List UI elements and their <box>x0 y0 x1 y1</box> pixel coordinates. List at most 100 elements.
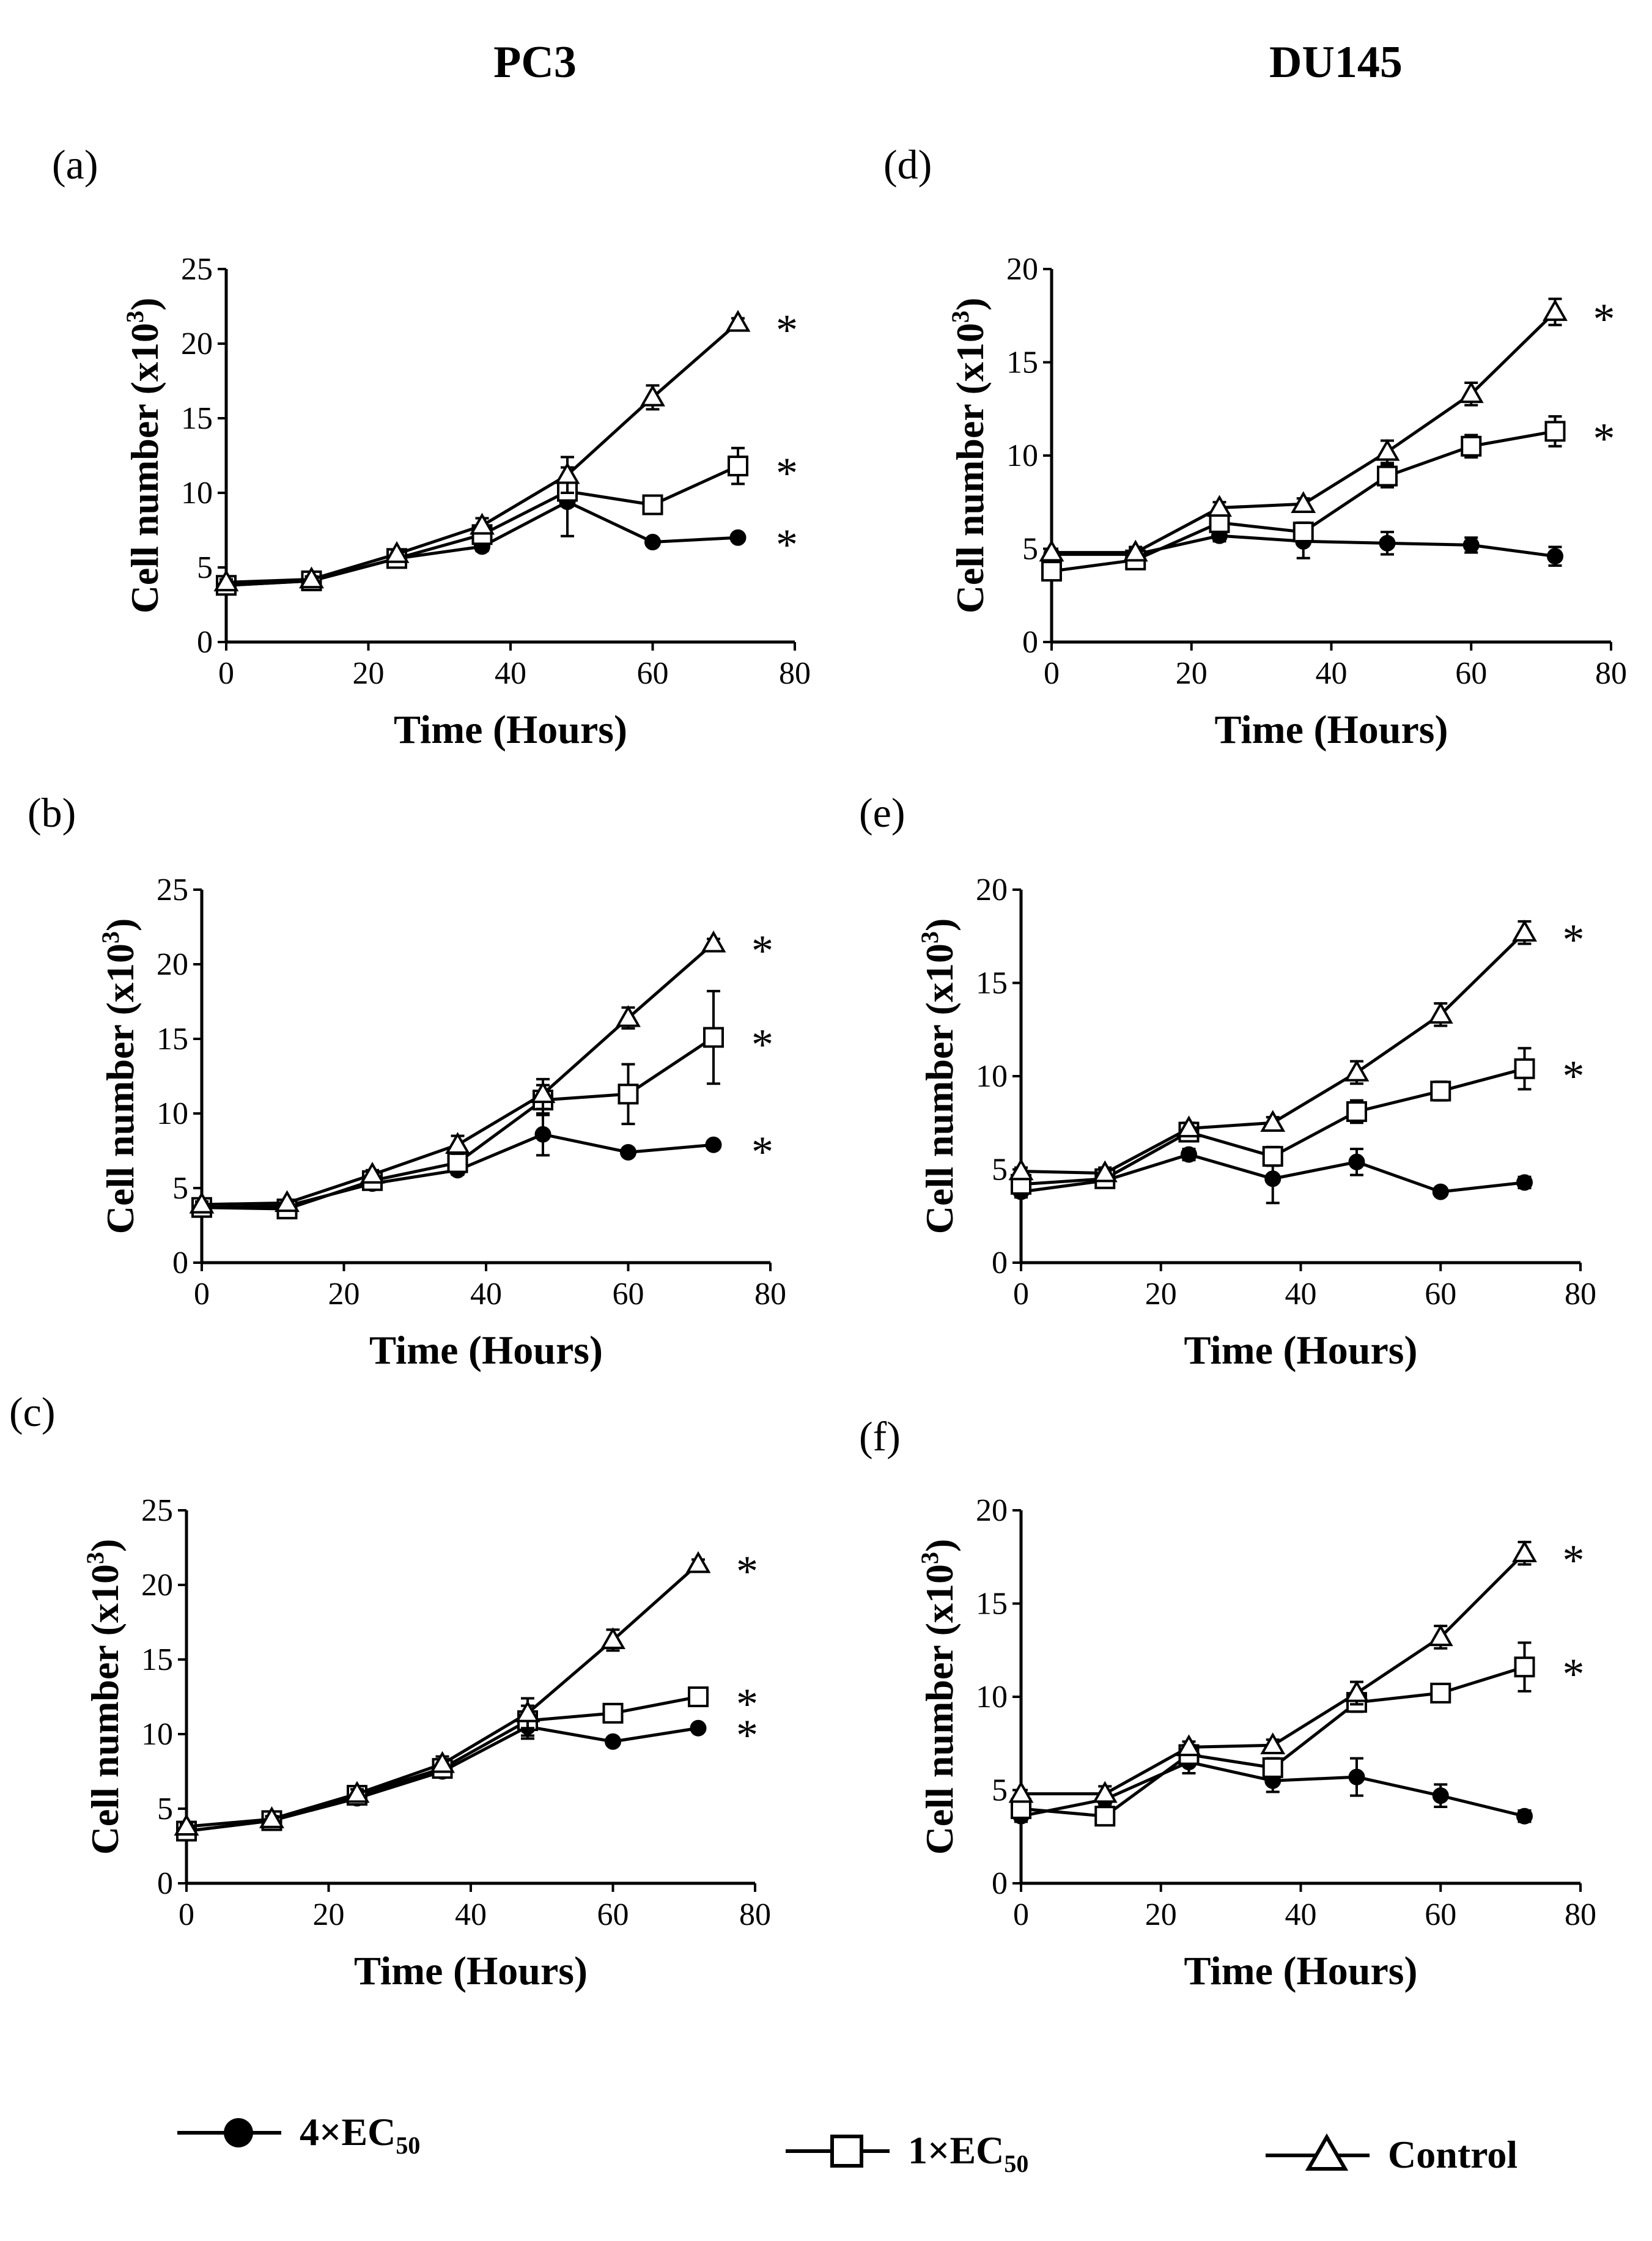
significance-asterisk: * <box>751 1021 773 1069</box>
x-tick-label: 40 <box>455 1897 487 1932</box>
series-triangle-open <box>213 309 751 592</box>
legend-label-sub: 50 <box>1004 2150 1028 2177</box>
x-tick-label: 0 <box>1044 656 1060 691</box>
y-axis-label-sup: 3 <box>121 311 149 323</box>
series-triangle-open <box>1008 920 1537 1183</box>
y-tick-label: 10 <box>181 476 213 511</box>
data-point <box>1458 381 1484 404</box>
y-tick-label: 10 <box>1006 438 1038 473</box>
series-line <box>1020 931 1526 1175</box>
y-axis-label-text: Cell number (x10 <box>918 943 961 1234</box>
y-axis-label: Cell number (x103) <box>97 918 142 1235</box>
significance-asterisk: * <box>776 306 798 355</box>
data-point <box>1512 1540 1537 1562</box>
y-tick-label: 20 <box>1006 252 1038 287</box>
data-point <box>1348 1768 1365 1785</box>
data-point <box>1430 1682 1451 1704</box>
data-point <box>1514 1656 1535 1678</box>
x-tick-label: 80 <box>739 1897 771 1932</box>
series-line <box>201 1036 715 1211</box>
x-tick-label: 80 <box>779 656 811 691</box>
y-axis-label-text: Cell number (x10 <box>98 943 142 1234</box>
data-point <box>705 1136 722 1153</box>
column-title-du145: DU145 <box>1269 37 1403 87</box>
data-point <box>1176 1734 1201 1757</box>
data-point <box>1514 1058 1535 1079</box>
column-title-pc3: PC3 <box>493 37 577 87</box>
panel-label: (c) <box>9 1389 56 1435</box>
significance-asterisk: * <box>1563 915 1585 964</box>
series-square-open <box>191 989 724 1220</box>
x-tick-label: 60 <box>597 1897 629 1932</box>
data-point <box>1041 561 1062 582</box>
x-tick-label: 0 <box>179 1897 194 1932</box>
data-point <box>605 1733 621 1750</box>
legend: 4×EC50 1×EC50 Control <box>177 2110 1517 2177</box>
data-point <box>1092 1160 1118 1183</box>
y-tick-label: 5 <box>1022 532 1038 567</box>
significance-asterisk: * <box>751 1128 773 1176</box>
data-point <box>515 1700 540 1722</box>
y-axis-label: Cell number (x103) <box>121 298 166 614</box>
y-axis-label: Cell number (x103) <box>81 1539 127 1855</box>
x-tick-label: 0 <box>1013 1897 1029 1932</box>
data-point <box>430 1751 455 1773</box>
significance-asterisk: * <box>1593 414 1615 463</box>
y-axis-label-text: Cell number (x10 <box>83 1564 127 1855</box>
x-axis-label: Time (Hours) <box>394 707 627 752</box>
data-point <box>1008 1781 1034 1803</box>
legend-item: 1×EC50 <box>786 2128 1028 2177</box>
y-axis-label-end: ) <box>83 1539 127 1552</box>
significance-asterisk: * <box>1593 295 1615 344</box>
y-axis-label-end: ) <box>98 918 142 931</box>
y-tick-label: 15 <box>976 966 1008 1001</box>
y-axis-label-end: ) <box>123 298 166 311</box>
x-tick-label: 60 <box>1425 1277 1456 1312</box>
data-point <box>447 1152 468 1173</box>
x-axis-label: Time (Hours) <box>354 1949 588 1993</box>
data-point <box>1428 1002 1453 1024</box>
data-point <box>1516 1174 1533 1191</box>
data-point <box>1543 299 1568 321</box>
y-tick-label: 20 <box>157 947 188 982</box>
data-point <box>685 1551 711 1573</box>
y-axis-label-end: ) <box>918 918 961 931</box>
data-point <box>1348 1153 1365 1170</box>
y-tick-label: 10 <box>976 1059 1008 1094</box>
data-point <box>1344 1680 1370 1702</box>
data-point <box>1428 1624 1453 1647</box>
significance-asterisk: * <box>736 1680 758 1729</box>
data-point <box>618 1084 639 1105</box>
data-point <box>602 1702 624 1724</box>
data-point <box>1374 438 1400 461</box>
y-tick-label: 15 <box>1006 345 1038 380</box>
data-point <box>174 1814 199 1836</box>
y-axis-label-sup: 3 <box>81 1552 109 1564</box>
x-tick-label: 60 <box>637 656 669 691</box>
data-point <box>1512 920 1537 942</box>
significance-asterisk: * <box>776 520 798 569</box>
data-point <box>1176 1115 1201 1138</box>
x-tick-label: 0 <box>1013 1277 1029 1312</box>
significance-asterisk: * <box>736 1711 758 1760</box>
chart-panel: 0 20 40 60 80 0 5 10 15 20 Time (Hours) Cell number… <box>942 252 1652 773</box>
x-tick-label: 20 <box>313 1897 345 1932</box>
x-tick-label: 40 <box>1285 1277 1317 1312</box>
y-axis-label-text: Cell number (x10 <box>918 1564 961 1855</box>
chart-svg: 0 20 40 60 80 0 5 10 15 20 25 Time (Hours) Cell numb… <box>121 252 811 752</box>
legend-marker <box>830 2135 863 2168</box>
y-tick-label: 10 <box>157 1096 188 1131</box>
x-tick-label: 20 <box>1145 1897 1177 1932</box>
x-tick-label: 20 <box>1176 656 1208 691</box>
data-point <box>1430 1080 1451 1102</box>
data-point <box>1547 548 1563 565</box>
data-point <box>1262 1146 1283 1167</box>
significance-asterisk: * <box>751 926 773 975</box>
chart-svg: 0 20 40 60 80 0 5 10 15 20 25 Time (Hours) Cell numb… <box>97 873 786 1373</box>
y-tick-label: 15 <box>141 1642 173 1677</box>
legend-item: Control <box>1266 2133 1517 2176</box>
chart-panel: 0 20 40 60 80 0 5 10 15 20 25 Time (Hours) Cell numb… <box>76 1493 853 2014</box>
data-point <box>1544 421 1566 442</box>
